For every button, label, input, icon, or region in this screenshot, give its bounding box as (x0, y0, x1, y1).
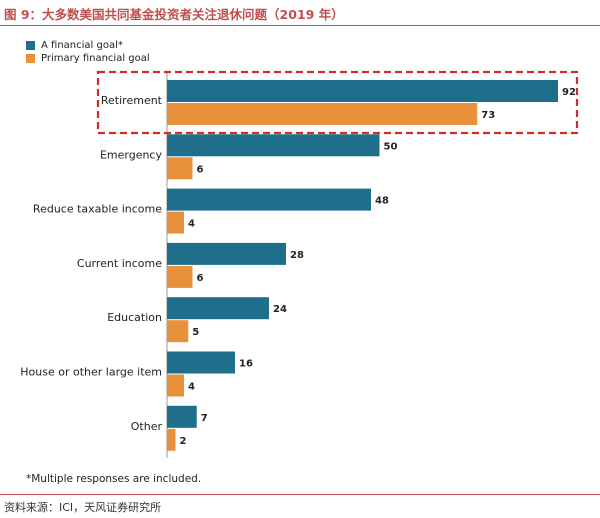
data-label-education-series-b: 5 (192, 327, 199, 338)
data-label-reduce-taxable-income-series-b: 4 (188, 219, 195, 230)
legend-label-a: A financial goal* (41, 40, 123, 51)
bar-house-or-other-large-item-series-a (167, 351, 235, 374)
legend-item-a: A financial goal* (26, 39, 150, 52)
bar-emergency-series-b (167, 157, 193, 180)
data-label-other-series-a: 7 (201, 413, 208, 424)
legend-swatch-a (26, 41, 35, 50)
data-label-house-or-other-large-item-series-a: 16 (239, 359, 253, 370)
bar-current-income-series-b (167, 265, 193, 288)
data-label-emergency-series-b: 6 (197, 164, 204, 175)
category-label-house-or-other-large-item: House or other large item (20, 366, 162, 379)
legend-label-b: Primary financial goal (41, 53, 150, 64)
data-label-other-series-b: 2 (180, 436, 187, 447)
data-label-retirement-series-b: 73 (481, 110, 495, 121)
data-label-current-income-series-a: 28 (290, 250, 304, 261)
bar-emergency-series-a (167, 134, 380, 157)
data-label-current-income-series-b: 6 (197, 273, 204, 284)
footnote: *Multiple responses are included. (26, 473, 202, 485)
category-label-emergency: Emergency (100, 148, 163, 161)
legend-item-b: Primary financial goal (26, 52, 150, 65)
data-label-education-series-a: 24 (273, 304, 287, 315)
data-label-emergency-series-a: 50 (384, 141, 398, 152)
category-label-education: Education (107, 311, 162, 324)
bar-current-income-series-a (167, 242, 286, 265)
highlight-box (96, 70, 579, 135)
legend: A financial goal* Primary financial goal (26, 39, 150, 65)
title-rule (0, 25, 600, 26)
data-label-reduce-taxable-income-series-a: 48 (375, 196, 389, 207)
bar-retirement-series-a (167, 80, 558, 102)
category-label-reduce-taxable-income: Reduce taxable income (33, 203, 162, 216)
bar-education-series-a (167, 297, 269, 320)
source-rule (0, 494, 600, 495)
legend-swatch-b (26, 54, 35, 63)
bar-reduce-taxable-income-series-b (167, 211, 184, 234)
data-label-retirement-series-a: 92 (562, 87, 576, 98)
figure-title: 图 9：大多数美国共同基金投资者关注退休问题（2019 年） (4, 7, 344, 22)
bar-house-or-other-large-item-series-b (167, 374, 184, 397)
bar-education-series-b (167, 320, 189, 343)
category-label-current-income: Current income (77, 257, 162, 270)
category-label-other: Other (131, 420, 163, 433)
bar-other-series-b (167, 428, 176, 451)
data-label-house-or-other-large-item-series-b: 4 (188, 382, 195, 393)
bar-retirement-series-b (167, 103, 478, 125)
bar-other-series-a (167, 405, 197, 428)
bar-reduce-taxable-income-series-a (167, 188, 371, 211)
category-label-retirement: Retirement (101, 94, 163, 107)
source-note: 资料来源：ICI，天风证券研究所 (4, 501, 162, 514)
